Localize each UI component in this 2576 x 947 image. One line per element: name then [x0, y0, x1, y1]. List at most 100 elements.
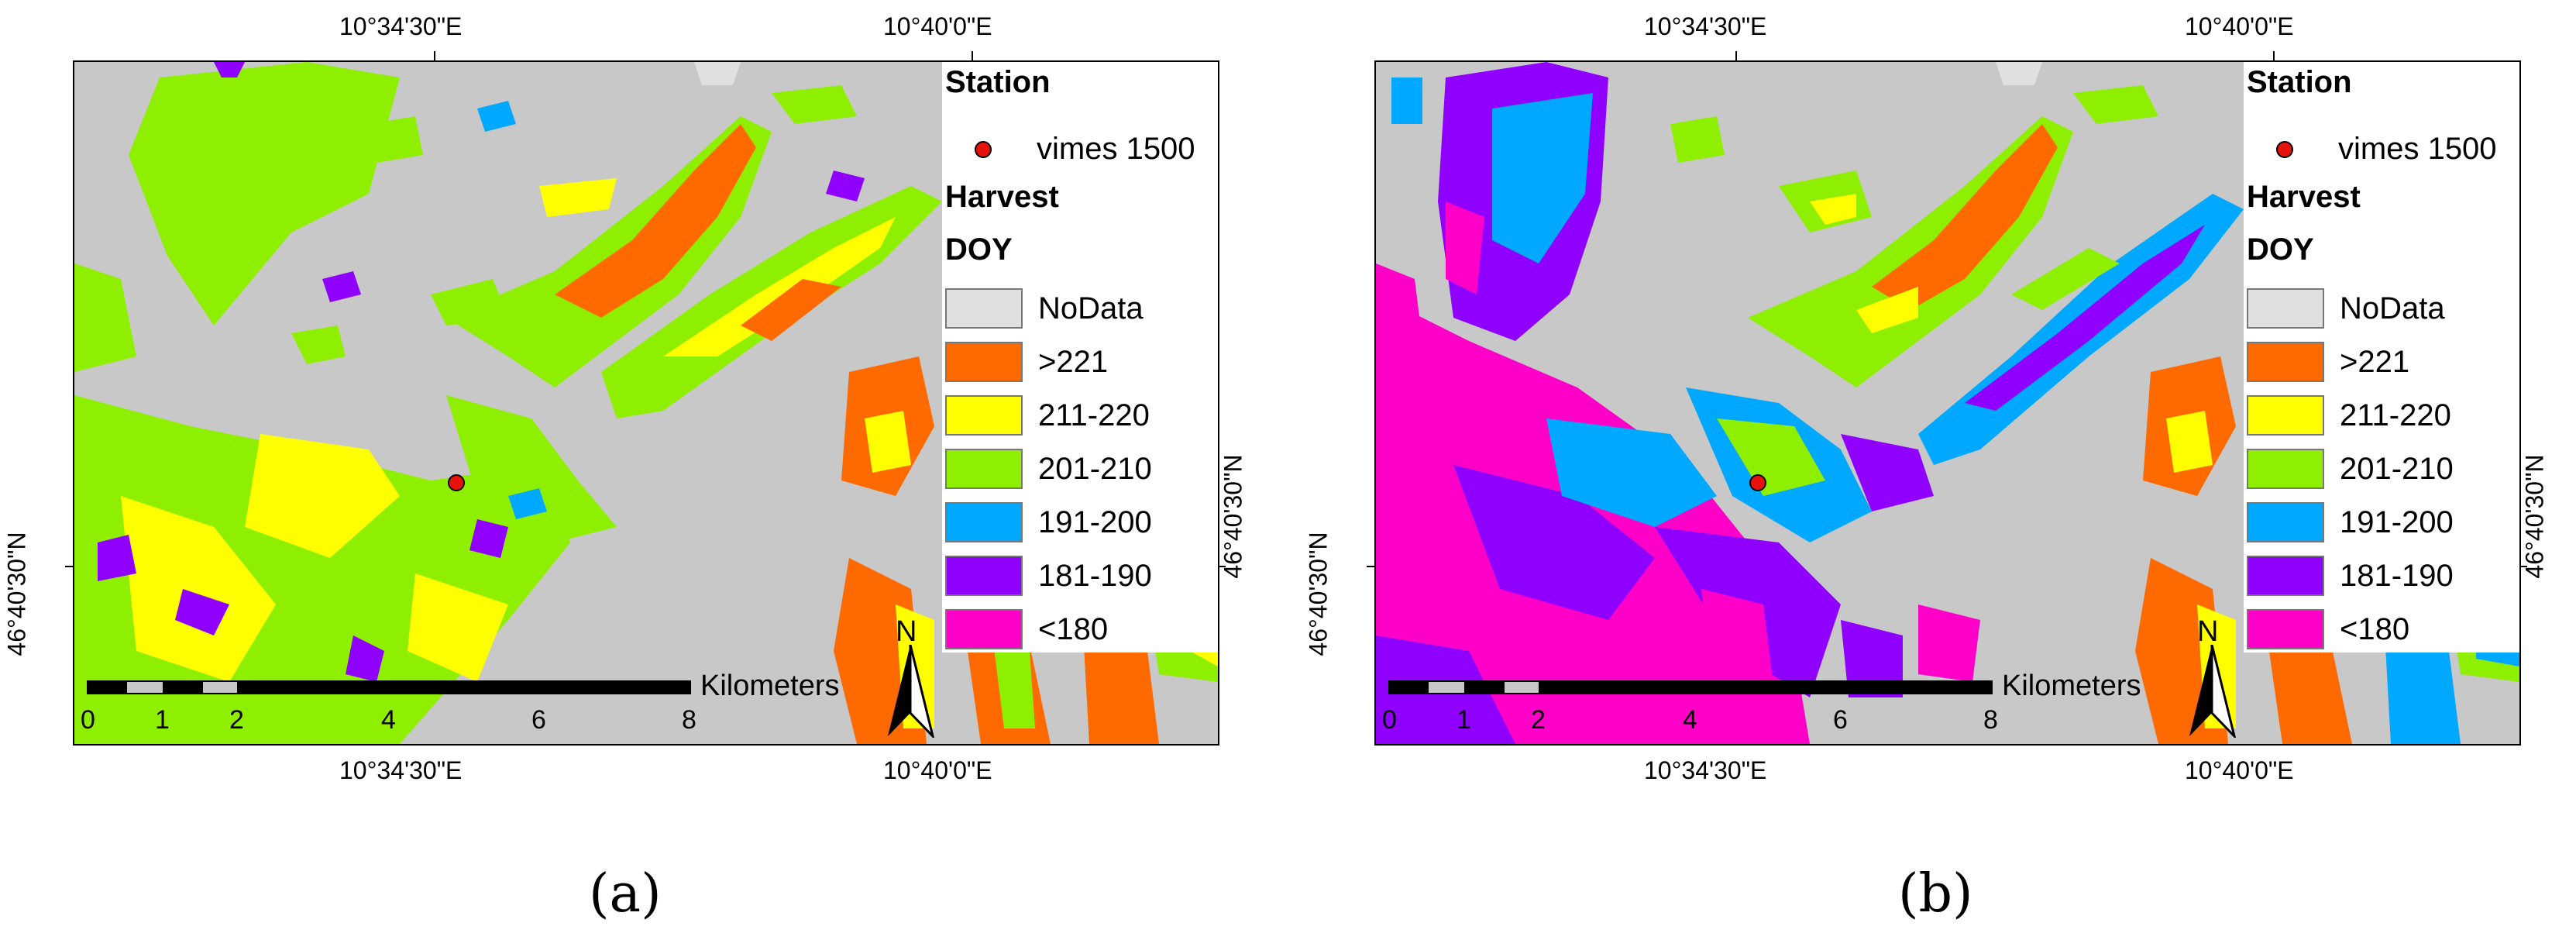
legend-swatch: [945, 449, 1023, 489]
north-arrow-icon: [888, 645, 935, 738]
legend-item-lt180: <180: [945, 608, 1108, 651]
north-arrow-icon: [2189, 645, 2237, 738]
lon-label-bottom-left: 10°34'30"E: [1644, 756, 1767, 784]
lon-label-bottom-left: 10°34'30"E: [339, 756, 463, 784]
legend-station-label: vimes 1500: [2338, 132, 2497, 166]
legend-item-nodata: NoData: [945, 287, 1144, 330]
legend-item-label: >221: [1038, 344, 1109, 379]
legend-item-label: <180: [2340, 611, 2410, 646]
legend-station-label: vimes 1500: [1037, 132, 1195, 166]
scale-tick-label: 1: [155, 705, 170, 735]
legend-item-label: 191-200: [1038, 504, 1152, 539]
legend-station-title: Station: [2247, 65, 2352, 99]
lon-label-top-right: 10°40'0"E: [883, 12, 992, 40]
scale-unit-label: Kilometers: [700, 670, 840, 702]
legend-harvest-title: Harvest: [945, 180, 1059, 214]
legend-doy-title: DOY: [2247, 232, 2314, 267]
legend-station-title: Station: [945, 65, 1051, 99]
legend-item-nodata: NoData: [2247, 287, 2445, 330]
legend-swatch: [2247, 342, 2324, 382]
legend-item-gt221: >221: [945, 340, 1108, 384]
lat-label-right: 46°40'30"N: [1219, 454, 1247, 579]
lon-label-top-right: 10°40'0"E: [2185, 12, 2294, 40]
scale-tick-label: 8: [682, 705, 696, 735]
scale-bar: [87, 680, 691, 694]
map-frame-b[interactable]: Station vimes 1500 Harvest DOY NoData >2…: [1374, 60, 2521, 746]
legend-swatch: [2247, 395, 2324, 436]
map-frame-a[interactable]: Station vimes 1500 Harvest DOY NoData >2…: [73, 60, 1219, 746]
legend-item-label: 181-190: [1038, 558, 1152, 593]
legend-item-label: 201-210: [1038, 451, 1152, 486]
legend-item-201-210: 201-210: [2247, 447, 2454, 491]
lat-label-left: 46°40'30"N: [1304, 532, 1333, 656]
tick-left: [65, 566, 73, 567]
legend-swatch: [945, 609, 1023, 649]
legend-item-211-220: 211-220: [945, 394, 1150, 437]
legend-item-201-210: 201-210: [945, 447, 1152, 491]
legend-item-label: >221: [2340, 344, 2410, 379]
legend-item-181-190: 181-190: [2247, 554, 2454, 597]
legend-item-label: NoData: [1038, 291, 1144, 325]
legend-item-211-220: 211-220: [2247, 394, 2451, 437]
north-label: N: [896, 615, 917, 648]
scale-unit-label: Kilometers: [2002, 670, 2141, 702]
legend-item-181-190: 181-190: [945, 554, 1152, 597]
legend-harvest-title: Harvest: [2247, 180, 2361, 214]
legend-item-gt221: >221: [2247, 340, 2409, 384]
scale-tick-label: 8: [1983, 705, 1998, 735]
legend-swatch: [2247, 502, 2324, 542]
panel-caption-b: (b): [1898, 863, 1973, 925]
legend-item-label: NoData: [2340, 291, 2445, 325]
legend-swatch: [945, 288, 1023, 329]
legend-item-label: 201-210: [2340, 451, 2454, 486]
scale-tick-label: 4: [1683, 705, 1697, 735]
scale-tick-label: 6: [531, 705, 546, 735]
tick-top-right: [972, 51, 973, 60]
station-marker[interactable]: [1749, 474, 1766, 491]
legend-a: Station vimes 1500 Harvest DOY NoData >2…: [942, 62, 1218, 653]
legend-item-label: 191-200: [2340, 504, 2454, 539]
legend-doy-title: DOY: [945, 232, 1013, 267]
scale-tick-label: 2: [1531, 705, 1546, 735]
legend-item-191-200: 191-200: [2247, 501, 2454, 544]
scale-tick-label: 4: [381, 705, 396, 735]
tick-top-left: [434, 51, 435, 60]
map-panel-b: 10°34'30"E 10°40'0"E: [1302, 0, 2576, 947]
panel-caption-a: (a): [589, 863, 662, 925]
legend-swatch: [945, 556, 1023, 596]
legend-item-label: 211-220: [2340, 398, 2451, 432]
lon-label-bottom-right: 10°40'0"E: [883, 756, 992, 784]
lat-label-right: 46°40'30"N: [2520, 454, 2549, 579]
lon-label-top-left: 10°34'30"E: [1644, 12, 1767, 40]
lat-label-left: 46°40'30"N: [2, 532, 31, 656]
legend-item-label: 211-220: [1038, 398, 1150, 432]
scale-tick-label: 0: [81, 705, 95, 735]
north-label: N: [2197, 615, 2219, 648]
tick-top-right: [2273, 51, 2275, 60]
legend-b: Station vimes 1500 Harvest DOY NoData >2…: [2244, 62, 2519, 653]
scale-tick-label: 6: [1833, 705, 1848, 735]
legend-swatch: [2247, 449, 2324, 489]
scale-tick-label: 1: [1457, 705, 1471, 735]
scale-bar: [1388, 680, 1993, 694]
scale-tick-label: 2: [229, 705, 244, 735]
legend-item-lt180: <180: [2247, 608, 2409, 651]
legend-swatch: [945, 395, 1023, 436]
station-marker[interactable]: [448, 474, 465, 491]
tick-right: [1218, 566, 1226, 567]
legend-swatch: [945, 502, 1023, 542]
station-legend-marker: [2276, 141, 2293, 158]
tick-top-left: [1735, 51, 1737, 60]
station-legend-marker: [975, 141, 992, 158]
lon-label-bottom-right: 10°40'0"E: [2185, 756, 2294, 784]
north-arrow: N: [2186, 615, 2237, 738]
map-panel-a: 10°34'30"E 10°40'0"E: [2, 12, 1247, 925]
north-arrow: N: [885, 615, 936, 738]
tick-right: [2519, 566, 2527, 567]
legend-item-191-200: 191-200: [945, 501, 1152, 544]
tick-left: [1367, 566, 1374, 567]
legend-item-label: 181-190: [2340, 558, 2454, 593]
lon-label-top-left: 10°34'30"E: [339, 12, 463, 40]
legend-swatch: [945, 342, 1023, 382]
legend-item-label: <180: [1038, 611, 1109, 646]
